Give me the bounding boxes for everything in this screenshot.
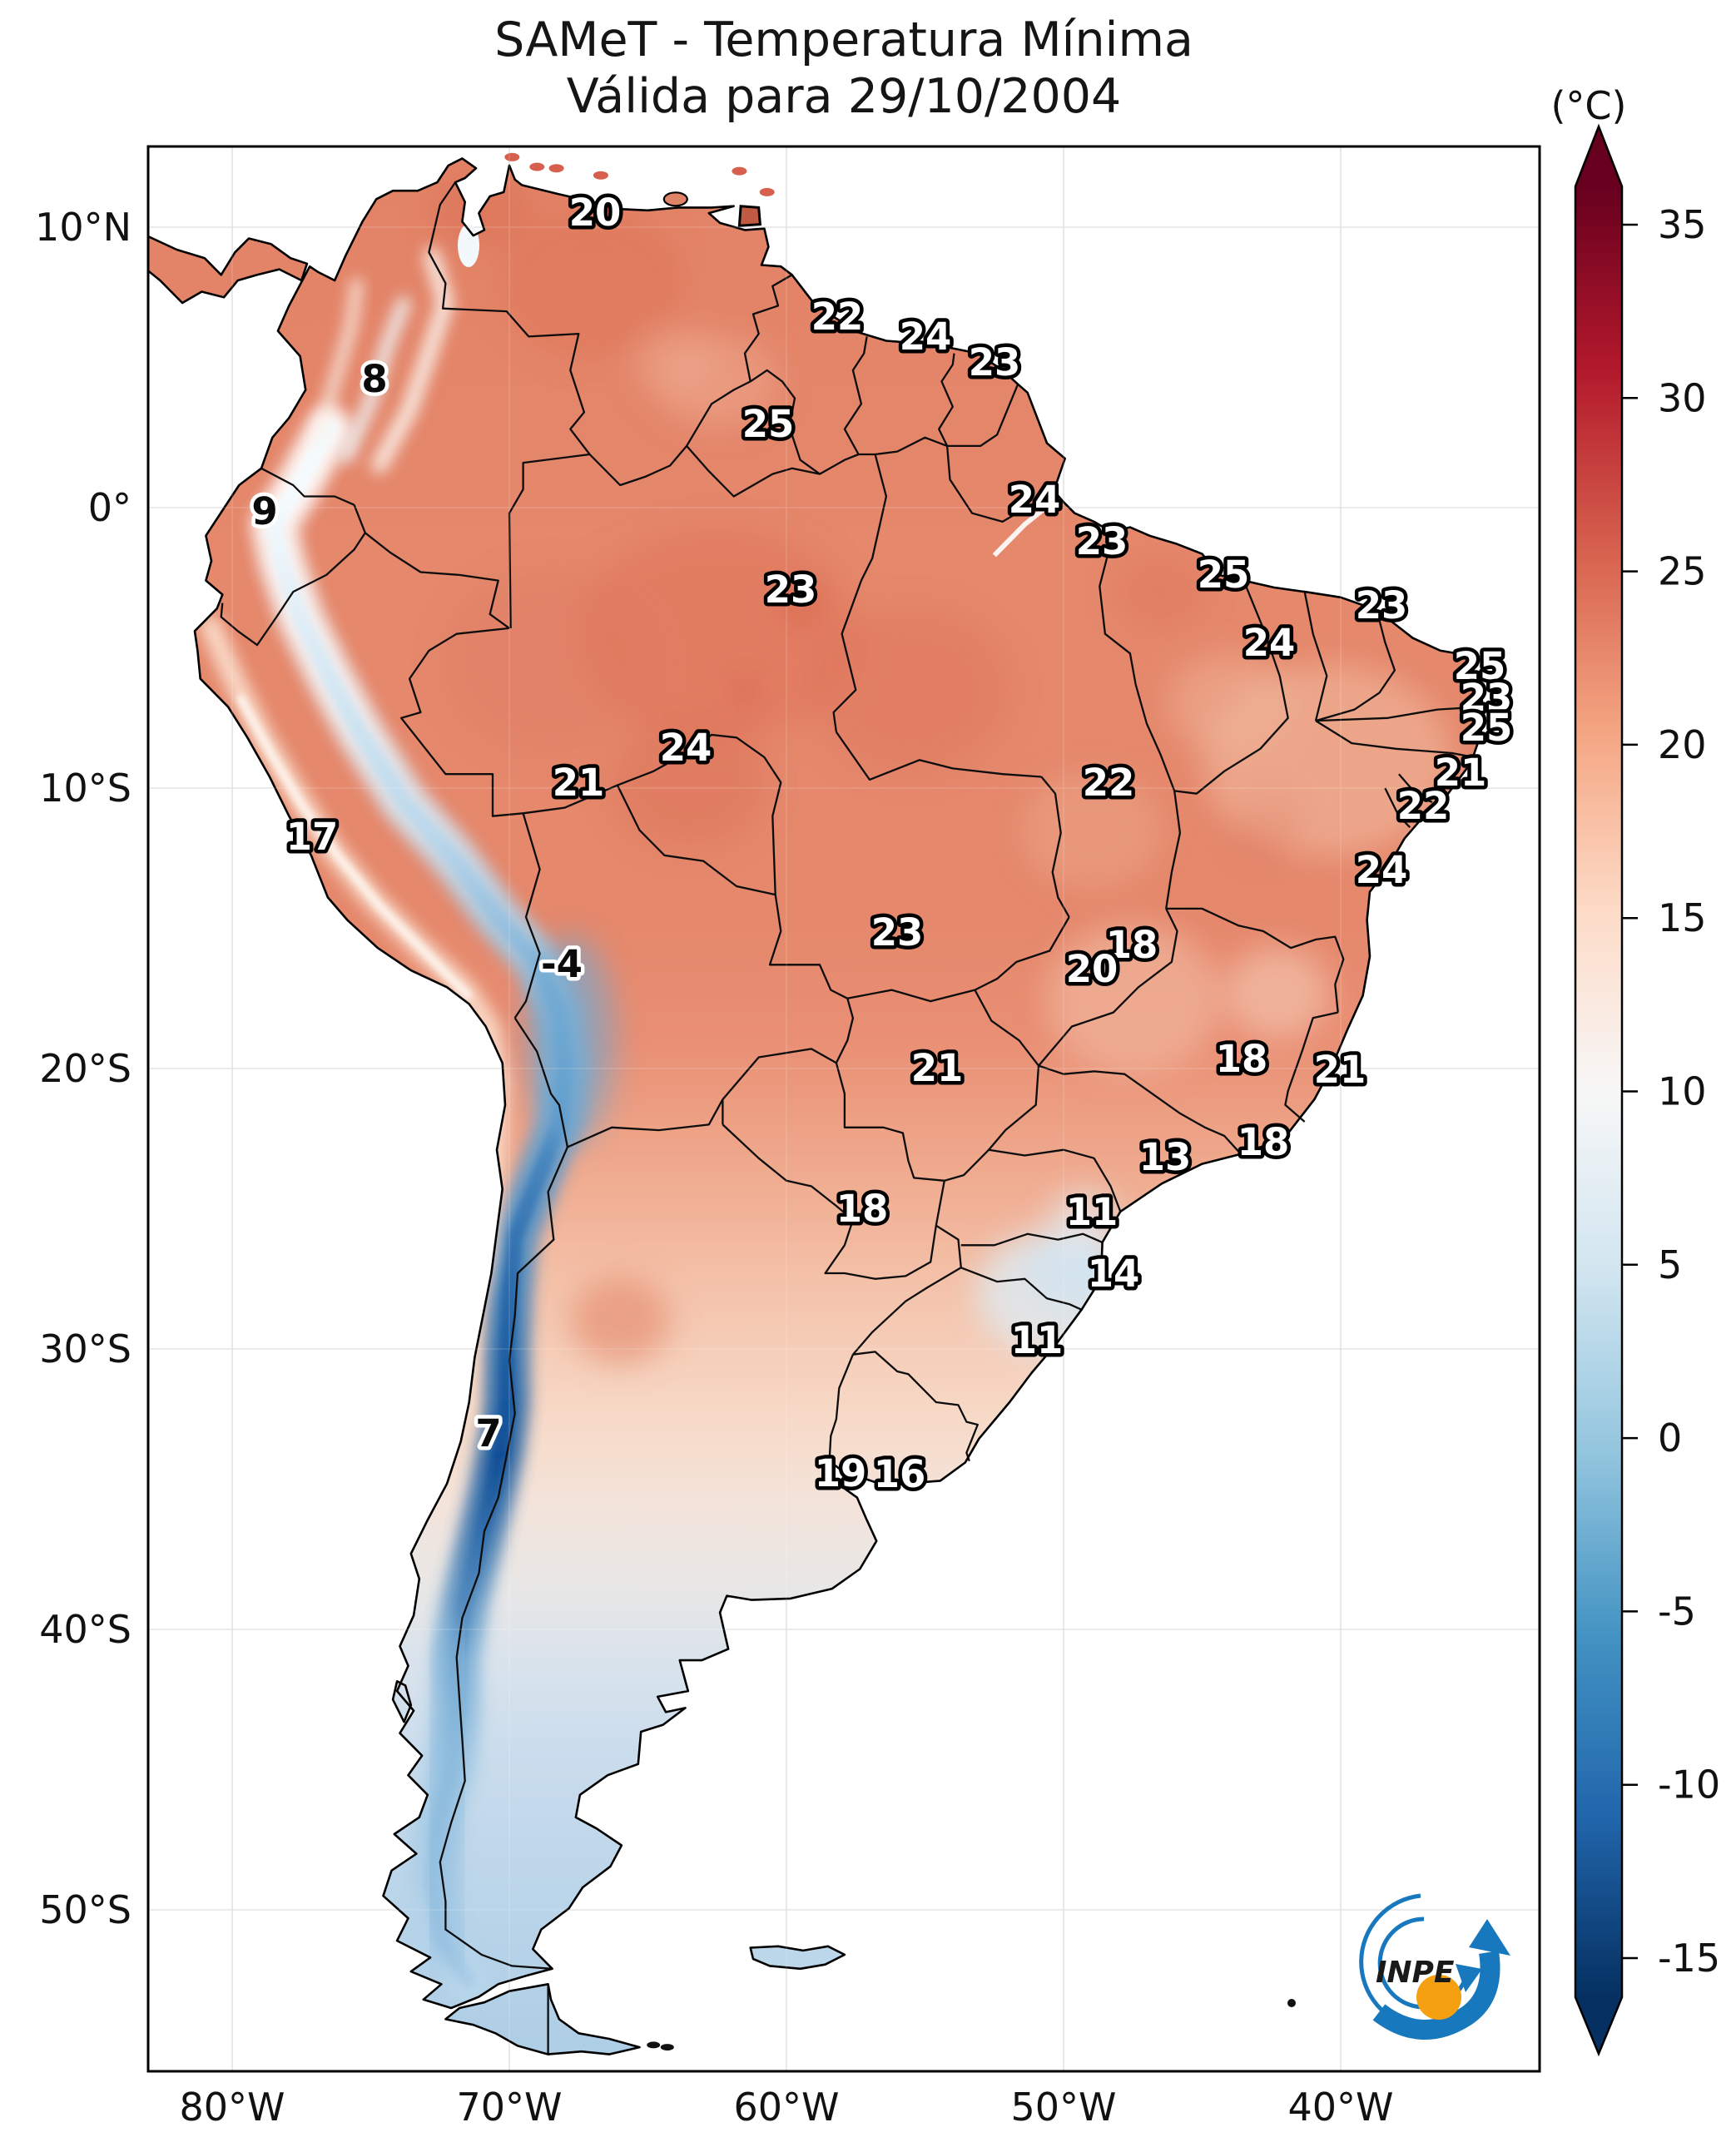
- lat-tick-label: 0°: [88, 485, 131, 530]
- station-temperature-label: 25: [1198, 553, 1250, 597]
- plot-frame: [146, 145, 1541, 2073]
- colorbar-tick-label: 30: [1658, 375, 1707, 420]
- colorbar-arrow-bottom: [1575, 1997, 1622, 2054]
- station-temperature-label: 21: [553, 761, 605, 805]
- lon-tick-label: 60°W: [733, 2085, 839, 2130]
- colorbar-tick-label: 0: [1658, 1416, 1682, 1460]
- falkland-islands: [750, 1946, 845, 1969]
- station-temperature-label: 23: [969, 340, 1021, 384]
- station-temperature-label: 24: [660, 726, 712, 770]
- islet: [504, 152, 520, 161]
- lon-tick-label: 40°W: [1287, 2085, 1393, 2130]
- lat-tick-label: 30°S: [39, 1326, 131, 1371]
- station-temperature-label: 23: [1461, 676, 1513, 720]
- islet: [732, 166, 747, 176]
- station-temperature-label: 25: [1454, 644, 1506, 688]
- station-temperature-label: 18: [1216, 1037, 1268, 1081]
- inpe-logo-arrowhead-icon: [1456, 1964, 1482, 1992]
- amazon-river-mouth: [992, 499, 1054, 558]
- station-temperature-label: 8: [361, 357, 387, 401]
- station-temperature-label: 20: [1066, 947, 1118, 991]
- figure-title-block: SAMeT - Temperatura Mínima Válida para 2…: [428, 12, 1260, 125]
- station-temperature-label: 22: [1397, 784, 1450, 828]
- station-temperature-label: 14: [1088, 1252, 1140, 1296]
- colorbar-tick-label: 25: [1658, 549, 1707, 594]
- station-temperature-label: 21: [1435, 751, 1487, 795]
- islet: [1287, 1999, 1296, 2007]
- islet: [529, 162, 545, 171]
- station-temperature-label: 23: [871, 910, 924, 955]
- station-temperature-label: 18: [1238, 1120, 1290, 1164]
- colorbar-tick-label: -10: [1658, 1763, 1720, 1807]
- country-state-borders: [220, 181, 1482, 2055]
- station-temperature-label: 11: [1066, 1190, 1118, 1234]
- station-temperature-label: 9: [251, 489, 277, 533]
- colorbar-tick-label: 20: [1658, 722, 1707, 767]
- plot-area: INPE: [148, 146, 1540, 2071]
- station-temperature-label: 18: [836, 1187, 889, 1231]
- station-temperature-label: 22: [811, 295, 864, 339]
- colorbar-tick-label: 5: [1658, 1242, 1682, 1287]
- station-temperature-label: 17: [286, 815, 339, 859]
- axis-tick-labels: 10°N 0° 10°S 20°S 30°S 40°S 50°S 80°W 70°W 60°W 50…: [35, 205, 1393, 2130]
- station-temperature-label: 24: [1356, 848, 1408, 892]
- inpe-logo: INPE: [1359, 1893, 1510, 2040]
- colorbar-outline: [1574, 123, 1624, 2057]
- colorbar: 35 30 25 20 15 10 5 0 -5 -10 -15: [1574, 123, 1720, 2057]
- station-temperature-label: 25: [1461, 706, 1513, 750]
- coastline: [148, 157, 1485, 2055]
- station-temperature-label: 24: [1009, 478, 1061, 522]
- station-temperature-label: 13: [1139, 1135, 1192, 1179]
- lat-tick-label: 50°S: [39, 1887, 131, 1932]
- colorbar-arrow-top: [1575, 126, 1622, 186]
- isla-de-los-estados: [647, 2041, 661, 2049]
- colorbar-tick-label: -15: [1658, 1936, 1720, 1981]
- caribbean-islands: [504, 152, 1296, 2051]
- colorbar-unit-label: (°C): [1550, 83, 1627, 128]
- lon-tick-label: 50°W: [1010, 2085, 1116, 2130]
- station-temperature-label: 18: [1106, 923, 1158, 967]
- inpe-logo-text: INPE: [1376, 1956, 1455, 1990]
- lat-tick-label: 40°S: [39, 1607, 131, 1652]
- station-temperature-label: 20: [569, 191, 622, 235]
- colorbar-gradient-bar: [1575, 186, 1622, 1997]
- station-temperature-label: 23: [1356, 583, 1408, 627]
- map-subtitle: Válida para 29/10/2004: [566, 69, 1122, 124]
- station-temperature-label: -4: [541, 942, 583, 986]
- islet: [548, 164, 564, 173]
- lon-tick-label: 70°W: [456, 2085, 562, 2130]
- trinidad-island: [737, 205, 762, 227]
- inpe-logo-orange-dot: [1416, 1975, 1461, 2020]
- station-temperature-label: 22: [1083, 761, 1135, 805]
- lat-tick-label: 20°S: [39, 1046, 131, 1091]
- inpe-logo-arrow-icon: [1372, 1951, 1500, 2040]
- station-temperature-label: 21: [1314, 1048, 1366, 1092]
- station-temperature-label: 23: [765, 568, 817, 612]
- station-temperature-label: 24: [1243, 621, 1296, 665]
- station-temperature-label: 16: [874, 1452, 926, 1496]
- station-temperature-label: 23: [1076, 519, 1128, 563]
- station-temperature-label: 25: [742, 402, 795, 446]
- margarita-island: [662, 191, 688, 207]
- temperature-field-shading: [431, 172, 1452, 1365]
- islet: [759, 187, 775, 196]
- lat-tick-label: 10°S: [39, 766, 131, 811]
- colorbar-tick-label: 35: [1658, 202, 1707, 247]
- isla-de-los-estados: [660, 2044, 674, 2051]
- colorbar-tick-label: 10: [1658, 1069, 1707, 1114]
- colorbar-tick-label: 15: [1658, 895, 1707, 940]
- lon-tick-label: 80°W: [179, 2085, 285, 2130]
- station-temperature-label: 21: [911, 1046, 964, 1090]
- islet: [593, 171, 608, 180]
- map-title: SAMeT - Temperatura Mínima: [494, 12, 1193, 67]
- lat-tick-label: 10°N: [35, 205, 131, 250]
- colorbar-tick-label: -5: [1658, 1589, 1696, 1634]
- gridlines-overlay: [148, 146, 1540, 2071]
- station-temperature-label: 24: [900, 315, 952, 359]
- station-temperature-label: 19: [815, 1451, 867, 1495]
- station-temperature-label: 11: [1011, 1318, 1064, 1362]
- station-temperature-label: 7: [475, 1411, 501, 1455]
